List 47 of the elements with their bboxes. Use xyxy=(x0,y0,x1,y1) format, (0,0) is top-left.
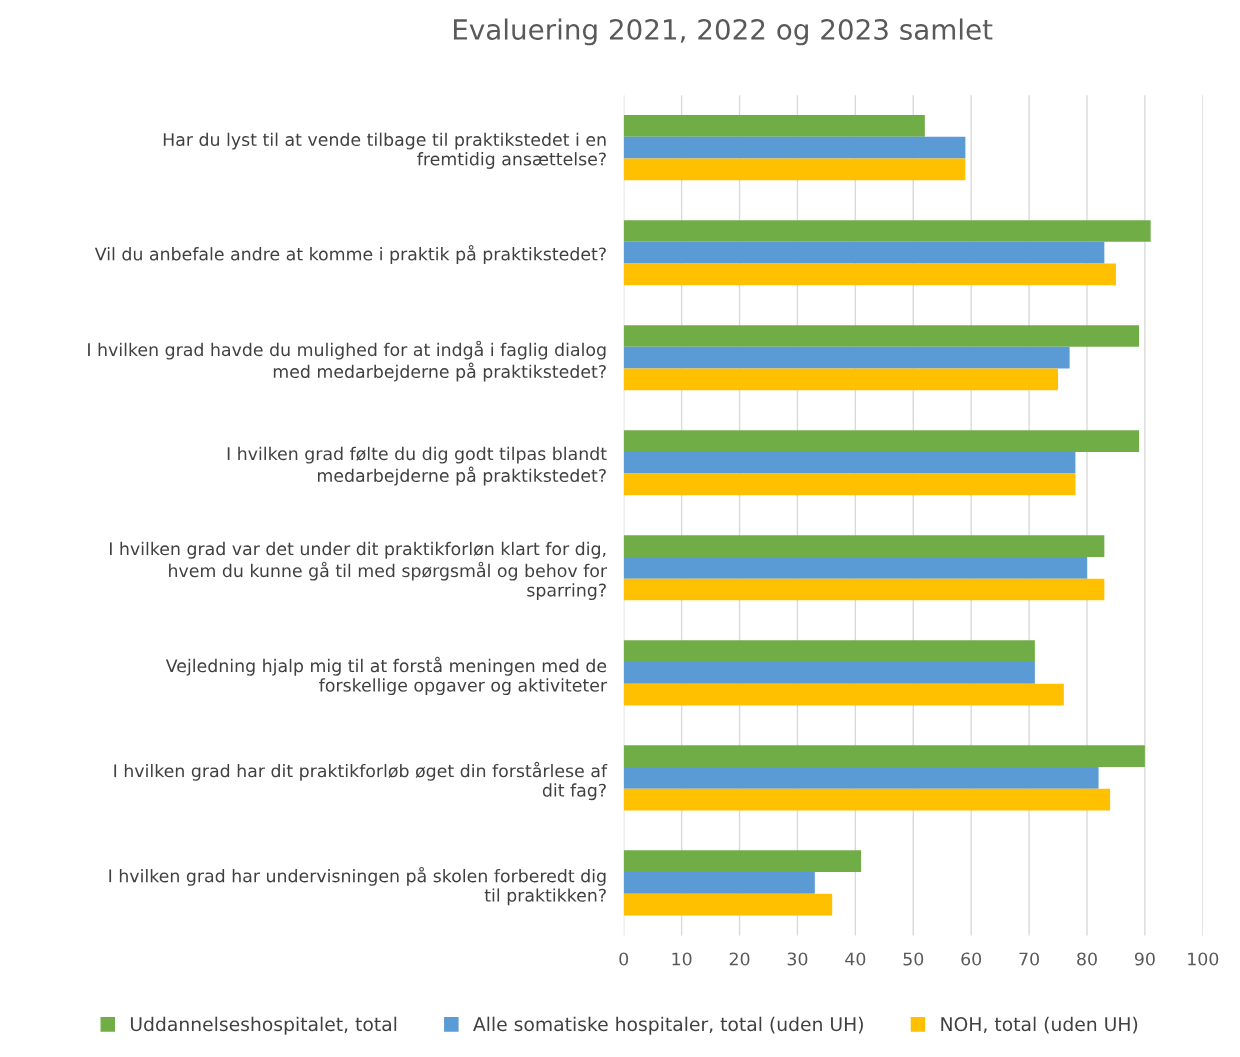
bar xyxy=(623,368,1059,391)
y-tick-label: Vejledning hjalp mig til at forstå meningen med de forskellige opgaver og aktiviteter xyxy=(165,656,608,696)
y-tick-label: I hvilken grad har dit praktikforløb øget din forstårlese af dit fag? xyxy=(114,761,608,801)
x-tick-label: 50 xyxy=(903,952,924,966)
bar xyxy=(623,241,1105,264)
legend-label: Uddannelseshospitalet, total xyxy=(130,1016,397,1035)
legend-label: NOH, total (uden UH) xyxy=(941,1016,1138,1034)
y-tick-label: I hvilken grad har undervisningen på skolen forberedt dig til praktikken? xyxy=(109,866,606,906)
bar xyxy=(623,556,1087,579)
x-tick-label: 10 xyxy=(672,952,692,966)
bar xyxy=(623,220,1151,242)
bar xyxy=(623,683,1064,706)
bar xyxy=(623,325,1140,347)
x-tick-label: 20 xyxy=(729,952,750,966)
x-tick-label: 80 xyxy=(1077,952,1097,966)
x-tick-label: 40 xyxy=(845,952,866,966)
bar xyxy=(623,788,1111,811)
y-tick-label: Vil du anbefale andre at komme i praktik på praktikstedet? xyxy=(94,245,606,264)
chart-title: Evaluering 2021, 2022 og 2023 samlet xyxy=(454,18,993,46)
y-tick-label: I hvilken grad havde du mulighed for at indgå i faglig dialog med medarbejderne på praktikstedet? xyxy=(88,340,606,382)
bar xyxy=(623,578,1105,601)
bar xyxy=(623,430,1140,452)
bar xyxy=(623,158,966,181)
y-tick-label: I hvilken grad følte du dig godt tilpas blandt medarbejderne på praktikstedet? xyxy=(227,446,607,486)
bar xyxy=(623,535,1105,557)
bar xyxy=(623,640,1035,662)
bar xyxy=(623,872,815,894)
bar xyxy=(623,850,862,873)
x-tick-label: 70 xyxy=(1019,952,1039,966)
bar xyxy=(623,136,966,159)
bar xyxy=(623,745,1145,768)
x-tick-label: 60 xyxy=(961,952,982,966)
x-tick-label: 30 xyxy=(787,952,808,966)
x-tick-label: 0 xyxy=(619,952,629,966)
bar xyxy=(623,451,1076,474)
legend-label: Alle somatiske hospitaler, total (uden UH) xyxy=(473,1016,863,1035)
bar xyxy=(623,473,1076,496)
bar xyxy=(623,346,1070,369)
y-tick-label: Har du lyst til at vende tilbage til praktikstedet i en fremtidig ansættelse? xyxy=(163,132,606,169)
x-tick-label: 100 xyxy=(1188,952,1219,966)
bar xyxy=(623,893,833,916)
bar xyxy=(623,263,1116,286)
x-tick-label: 90 xyxy=(1134,952,1155,966)
bar xyxy=(623,661,1035,684)
bar xyxy=(623,115,925,137)
bar xyxy=(623,767,1099,789)
y-tick-label: I hvilken grad var det under dit praktikforløn klart for dig, hvem du kunne gå til med spørgsmål og behov for sparring? xyxy=(109,541,608,600)
